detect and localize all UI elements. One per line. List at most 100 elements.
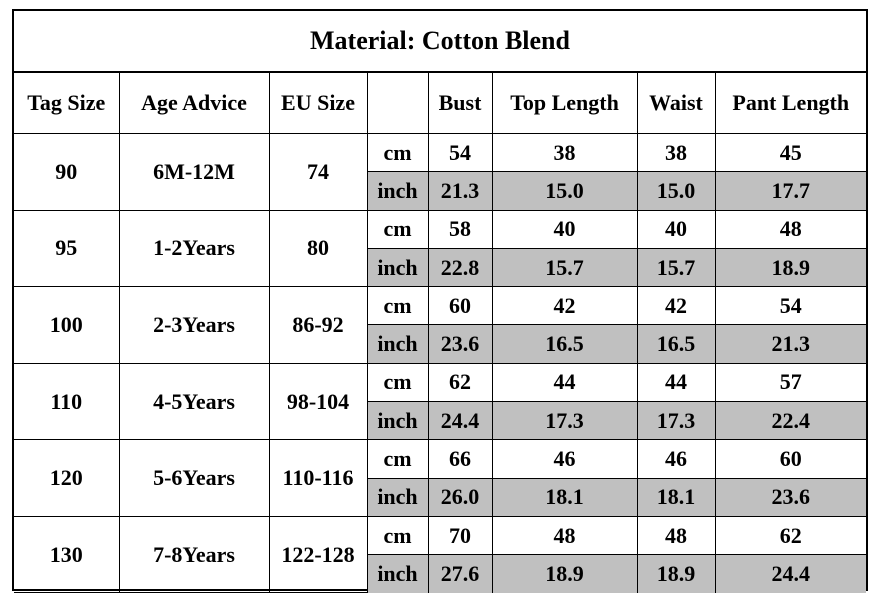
waist-cell: 18.1 xyxy=(636,477,716,517)
pant-length-cell: 45 xyxy=(714,133,866,173)
bust-cell: 62 xyxy=(427,362,493,403)
tag-size-cell: 130 xyxy=(14,515,120,594)
top-length-cell: 38 xyxy=(491,133,638,173)
waist-cell: 16.5 xyxy=(636,324,716,364)
size-chart: Material: Cotton Blend Tag Size Age Advi… xyxy=(12,9,868,594)
pant-length-cell: 23.6 xyxy=(714,477,866,517)
pant-length-cell: 18.9 xyxy=(714,247,866,288)
top-length-cell: 48 xyxy=(491,515,638,556)
waist-cell: 38 xyxy=(636,133,716,173)
top-length-cell: 17.3 xyxy=(491,401,638,441)
unit-cell: inch xyxy=(367,171,429,211)
tag-size-cell: 120 xyxy=(14,439,120,517)
age-advice-cell: 7-8Years xyxy=(118,515,270,594)
header-top-length: Top Length xyxy=(491,73,638,134)
table-row: 90 6M-12M 74 cm 54 38 38 45 xyxy=(14,133,866,211)
pant-length-cell: 48 xyxy=(714,209,866,249)
waist-cell: 15.0 xyxy=(636,171,716,211)
eu-size-cell: 122-128 xyxy=(268,515,368,594)
unit-cell: cm xyxy=(366,362,429,403)
size-table: Tag Size Age Advice EU Size Bust Top Len… xyxy=(14,73,866,594)
header-age-advice: Age Advice xyxy=(118,73,270,134)
age-advice-cell: 4-5Years xyxy=(118,362,270,441)
waist-cell: 44 xyxy=(636,362,716,403)
unit-cell: inch xyxy=(367,554,429,593)
table-row: inch 27.6 18.9 18.9 24.4 xyxy=(14,554,866,593)
pant-length-cell: 57 xyxy=(714,362,866,403)
header-eu-size: EU Size xyxy=(268,73,368,134)
top-length-cell: 18.1 xyxy=(491,477,638,517)
table-row: 120 5-6Years 110-116 cm 66 46 46 60 xyxy=(14,439,866,517)
top-length-cell: 16.5 xyxy=(491,324,638,364)
waist-cell: 17.3 xyxy=(636,401,716,441)
bust-cell: 58 xyxy=(427,209,493,249)
table-row: 130 7-8Years 122-128 cm 70 48 48 62 xyxy=(14,515,866,594)
tag-size-cell: 110 xyxy=(14,362,120,441)
eu-size-cell: 80 xyxy=(268,209,368,288)
age-advice-cell: 2-3Years xyxy=(118,286,270,364)
top-length-cell: 42 xyxy=(491,286,638,326)
pant-length-cell: 17.7 xyxy=(714,171,866,211)
table-row: 100 2-3Years 86-92 cm 60 42 42 54 xyxy=(14,286,866,364)
unit-cell: inch xyxy=(367,247,429,288)
header-row: Tag Size Age Advice EU Size Bust Top Len… xyxy=(14,73,866,134)
pant-length-cell: 21.3 xyxy=(714,324,866,364)
bust-cell: 66 xyxy=(427,439,493,479)
top-length-cell: 18.9 xyxy=(491,554,638,593)
age-advice-cell: 1-2Years xyxy=(118,209,270,288)
table-row: inch 21.3 15.0 15.0 17.7 xyxy=(14,171,866,211)
pant-length-cell: 22.4 xyxy=(714,401,866,441)
age-advice-cell: 6M-12M xyxy=(118,133,270,211)
eu-size-cell: 86-92 xyxy=(268,286,368,364)
tag-size-cell: 90 xyxy=(14,133,120,211)
pant-length-cell: 60 xyxy=(714,439,866,479)
unit-cell: inch xyxy=(367,324,429,364)
eu-size-cell: 74 xyxy=(268,133,368,211)
table-row: 95 1-2Years 80 cm 58 40 40 48 xyxy=(14,209,866,288)
top-length-cell: 15.7 xyxy=(491,247,638,288)
bust-cell: 26.0 xyxy=(427,477,493,517)
waist-cell: 46 xyxy=(636,439,716,479)
table-row: inch 23.6 16.5 16.5 21.3 xyxy=(14,324,866,364)
unit-cell: inch xyxy=(367,477,429,517)
bust-cell: 27.6 xyxy=(427,554,493,593)
bust-cell: 24.4 xyxy=(427,401,493,441)
waist-cell: 48 xyxy=(636,515,716,556)
bust-cell: 60 xyxy=(427,286,493,326)
header-pant-length: Pant Length xyxy=(714,73,866,134)
waist-cell: 42 xyxy=(636,286,716,326)
tag-size-cell: 95 xyxy=(14,209,120,288)
unit-cell: cm xyxy=(366,209,429,249)
top-length-cell: 15.0 xyxy=(491,171,638,211)
unit-cell: cm xyxy=(366,286,429,326)
header-waist: Waist xyxy=(636,73,716,134)
eu-size-cell: 98-104 xyxy=(268,362,368,441)
bust-cell: 23.6 xyxy=(427,324,493,364)
header-tag-size: Tag Size xyxy=(14,73,120,134)
chart-title: Material: Cotton Blend xyxy=(14,11,866,73)
unit-cell: cm xyxy=(366,515,429,556)
top-length-cell: 40 xyxy=(491,209,638,249)
table-row: inch 26.0 18.1 18.1 23.6 xyxy=(14,477,866,517)
pant-length-cell: 54 xyxy=(714,286,866,326)
waist-cell: 15.7 xyxy=(636,247,716,288)
top-length-cell: 44 xyxy=(491,362,638,403)
bust-cell: 21.3 xyxy=(427,171,493,211)
pant-length-cell: 62 xyxy=(714,515,866,556)
bust-cell: 22.8 xyxy=(427,247,493,288)
pant-length-cell: 24.4 xyxy=(714,554,866,593)
header-bust: Bust xyxy=(427,73,493,134)
unit-cell: inch xyxy=(367,401,429,441)
header-unit xyxy=(366,73,429,134)
unit-cell: cm xyxy=(366,439,429,479)
unit-cell: cm xyxy=(366,133,429,173)
bust-cell: 70 xyxy=(427,515,493,556)
waist-cell: 18.9 xyxy=(636,554,716,593)
table-row: inch 22.8 15.7 15.7 18.9 xyxy=(14,247,866,288)
eu-size-cell: 110-116 xyxy=(268,439,368,517)
top-length-cell: 46 xyxy=(491,439,638,479)
waist-cell: 40 xyxy=(636,209,716,249)
age-advice-cell: 5-6Years xyxy=(118,439,270,517)
bust-cell: 54 xyxy=(427,133,493,173)
tag-size-cell: 100 xyxy=(14,286,120,364)
